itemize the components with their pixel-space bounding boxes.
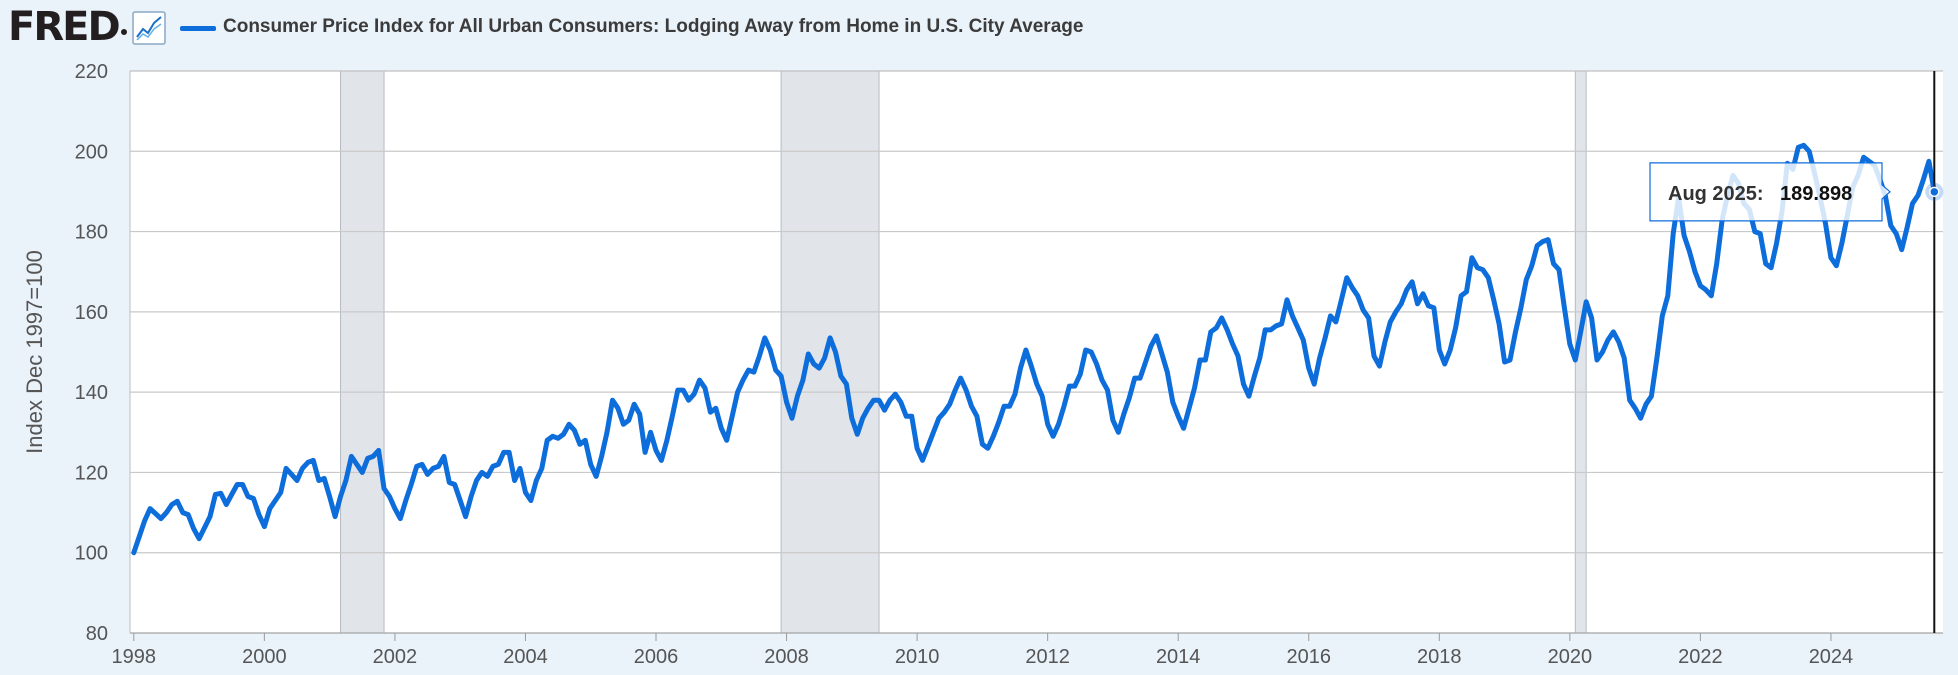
x-tick-label: 2006 bbox=[634, 646, 679, 668]
tooltip-date: Aug 2025: bbox=[1668, 183, 1764, 205]
plot-area bbox=[130, 71, 1943, 633]
y-tick-label: 160 bbox=[75, 302, 108, 324]
tooltip-value: 189.898 bbox=[1780, 183, 1852, 205]
y-tick-label: 140 bbox=[75, 382, 108, 404]
x-tick-label: 2018 bbox=[1417, 646, 1462, 668]
y-tick-label: 220 bbox=[75, 61, 108, 83]
y-tick-label: 120 bbox=[75, 462, 108, 484]
x-tick-label: 2014 bbox=[1156, 646, 1201, 668]
x-tick-label: 2016 bbox=[1286, 646, 1331, 668]
tooltip: Aug 2025: 189.898 bbox=[1649, 162, 1891, 222]
hover-marker bbox=[1929, 186, 1940, 198]
y-tick-label: 80 bbox=[86, 623, 108, 645]
y-tick-label: 180 bbox=[75, 222, 108, 244]
chart-header: FRED Consumer Price Index for All Urban … bbox=[0, 0, 1958, 54]
line-chart[interactable]: 80 100 120 140 160 180 200 220 1998 2000 2002 2004 2… bbox=[0, 54, 1958, 675]
line-chart-icon bbox=[132, 11, 166, 45]
recession-band bbox=[781, 71, 880, 633]
logo-registered-mark bbox=[121, 29, 127, 35]
fred-logo[interactable]: FRED bbox=[8, 4, 121, 50]
legend-swatch bbox=[180, 26, 216, 31]
recession-band bbox=[340, 71, 385, 633]
series-title[interactable]: Consumer Price Index for All Urban Consu… bbox=[223, 16, 1084, 37]
x-tick-label: 2010 bbox=[895, 646, 940, 668]
x-tick-label: 2004 bbox=[503, 646, 548, 668]
recession-band bbox=[1575, 71, 1587, 633]
y-axis-label: Index Dec 1997=100 bbox=[22, 250, 47, 454]
y-tick-label: 100 bbox=[75, 543, 108, 565]
x-tick-label: 2024 bbox=[1809, 646, 1854, 668]
series-line[interactable] bbox=[131, 142, 1937, 556]
x-tick-label: 2000 bbox=[242, 646, 287, 668]
x-tick-label: 2002 bbox=[373, 646, 418, 668]
x-tick-label: 2020 bbox=[1548, 646, 1593, 668]
y-tick-label: 200 bbox=[75, 141, 108, 163]
x-tick-label: 2008 bbox=[764, 646, 809, 668]
x-tick-label: 2012 bbox=[1025, 646, 1070, 668]
tooltip-box bbox=[1649, 162, 1891, 222]
x-tick-label: 1998 bbox=[112, 646, 157, 668]
x-tick-label: 2022 bbox=[1678, 646, 1723, 668]
